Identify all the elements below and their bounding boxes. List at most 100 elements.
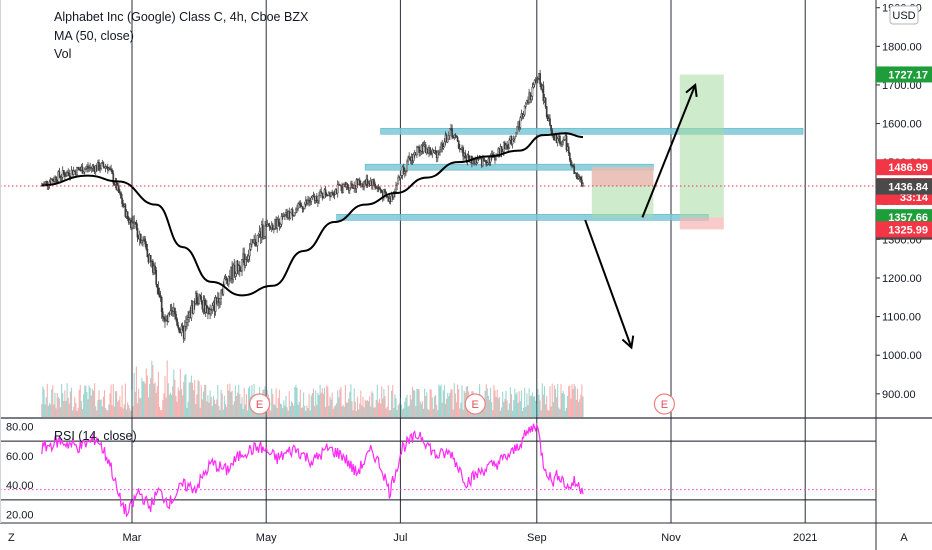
volume-bar: [373, 407, 375, 417]
zone-band[interactable]: [380, 127, 804, 135]
volume-bar: [358, 409, 360, 417]
volume-bar: [507, 409, 509, 417]
candle-body: [467, 154, 470, 159]
volume-bar: [286, 407, 288, 417]
candle-body: [279, 224, 282, 227]
volume-bar: [323, 387, 326, 417]
candle-body: [451, 128, 453, 138]
volume-bar: [307, 408, 309, 417]
volume-bar: [329, 396, 331, 417]
stop-zone[interactable]: [591, 167, 654, 187]
volume-bar: [233, 401, 235, 417]
volume-bar: [396, 410, 398, 417]
volume-bar: [553, 385, 555, 417]
volume-bar: [327, 386, 329, 417]
trend-arrow[interactable]: [641, 84, 697, 218]
volume-bar: [576, 388, 579, 417]
volume-bar: [123, 404, 125, 417]
candle-body: [163, 316, 165, 320]
price-tag: [876, 66, 932, 83]
volume-bar: [116, 391, 118, 417]
candle-body: [77, 166, 79, 169]
rsi-axis[interactable]: 20.00 40.00 60.00 80.00: [6, 421, 34, 521]
volume-bar: [271, 388, 273, 417]
candle-body: [276, 219, 279, 229]
volume-bar: [351, 401, 353, 417]
volume-bar: [52, 385, 54, 417]
target-zone[interactable]: [679, 74, 724, 218]
volume-bar: [353, 388, 355, 417]
earnings-marker-label: E: [661, 399, 668, 411]
volume-bar: [73, 406, 75, 417]
volume-bar: [179, 368, 181, 417]
volume-bar: [193, 390, 195, 417]
zone-band[interactable]: [364, 163, 654, 171]
zoom-toggle-icon[interactable]: Z: [8, 532, 15, 544]
volume-bar: [100, 399, 102, 417]
volume-bar: [530, 395, 532, 417]
candle-body: [92, 165, 95, 168]
volume-bar: [312, 388, 315, 417]
volume-bar: [66, 383, 68, 417]
volume-bar: [400, 404, 403, 417]
volume-bar: [146, 375, 148, 417]
candle-body: [198, 294, 200, 304]
volume-bar: [345, 402, 348, 417]
trend-arrow[interactable]: [584, 219, 633, 348]
candle-body: [416, 147, 418, 156]
volume-bar: [367, 401, 370, 417]
volume-bar: [155, 392, 157, 417]
candle-body: [284, 214, 286, 217]
rsi-pane[interactable]: [0, 419, 876, 522]
volume-bar: [580, 394, 582, 417]
volume-bar: [363, 407, 365, 417]
currency-button[interactable]: [889, 5, 919, 25]
volume-bar: [331, 392, 333, 417]
volume-bar: [169, 392, 172, 417]
time-axis[interactable]: Mar May Jul Sep Nov 2021: [123, 532, 818, 544]
currency-button-label: USD: [892, 10, 915, 22]
volume-bar: [187, 401, 189, 417]
target-layer: [591, 74, 724, 230]
volume-bar: [107, 410, 109, 417]
volume-bar: [524, 387, 526, 417]
volume-bar: [45, 397, 47, 417]
earnings-marker[interactable]: [249, 393, 271, 415]
volume-bar: [232, 404, 234, 417]
volume-bar: [98, 390, 100, 417]
candle-body: [358, 179, 361, 186]
stop-zone[interactable]: [679, 217, 724, 230]
earnings-marker[interactable]: [464, 393, 486, 415]
price-pane[interactable]: [0, 0, 876, 417]
volume-bar: [382, 398, 384, 417]
volume-bar: [285, 395, 287, 417]
volume-bar: [119, 396, 121, 417]
candle-body: [60, 177, 63, 179]
price-tags: 1727.171486.991438.2033:141436.841357.66…: [876, 66, 932, 240]
volume-bar: [77, 407, 79, 417]
candle-body: [196, 293, 198, 304]
candle-body: [336, 184, 339, 194]
volume-bar: [526, 393, 528, 417]
volume-bar: [185, 373, 187, 417]
volume-bar: [62, 393, 64, 417]
volume-bar: [482, 410, 484, 417]
auto-scale-icon[interactable]: A: [900, 532, 908, 544]
volume-bar: [296, 387, 298, 417]
volume-bar: [244, 404, 246, 417]
volume-bar: [177, 387, 179, 417]
volume-bar: [369, 396, 371, 417]
candle-body: [185, 322, 187, 327]
volume-bar: [514, 388, 516, 417]
candle-body: [542, 85, 545, 101]
volume-bar: [487, 396, 489, 417]
candle-body: [81, 166, 84, 174]
volume-bar: [298, 401, 300, 417]
volume-bar: [425, 395, 427, 417]
earnings-marker[interactable]: [653, 393, 676, 415]
candle-body: [539, 73, 541, 85]
candle-body: [244, 258, 247, 266]
volume-bar: [499, 410, 502, 417]
volume-bar: [109, 393, 111, 417]
volume-bar: [405, 397, 407, 417]
